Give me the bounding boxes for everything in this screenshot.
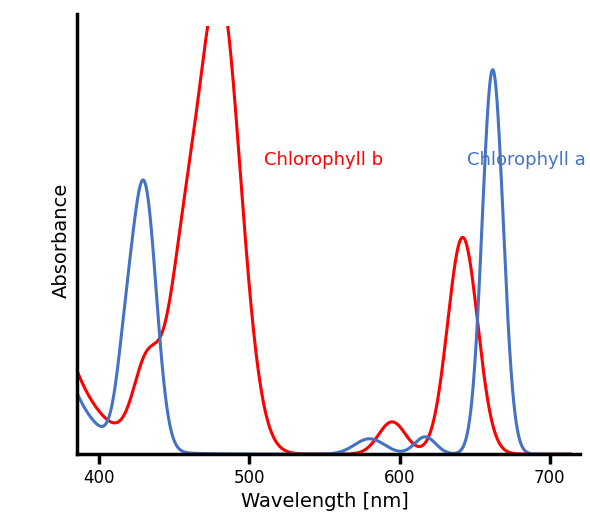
Text: Chlorophyll b: Chlorophyll b (264, 151, 384, 169)
Y-axis label: Absorbance: Absorbance (52, 183, 71, 298)
Text: Chlorophyll a: Chlorophyll a (467, 151, 586, 169)
X-axis label: Wavelength [nm]: Wavelength [nm] (241, 492, 408, 511)
